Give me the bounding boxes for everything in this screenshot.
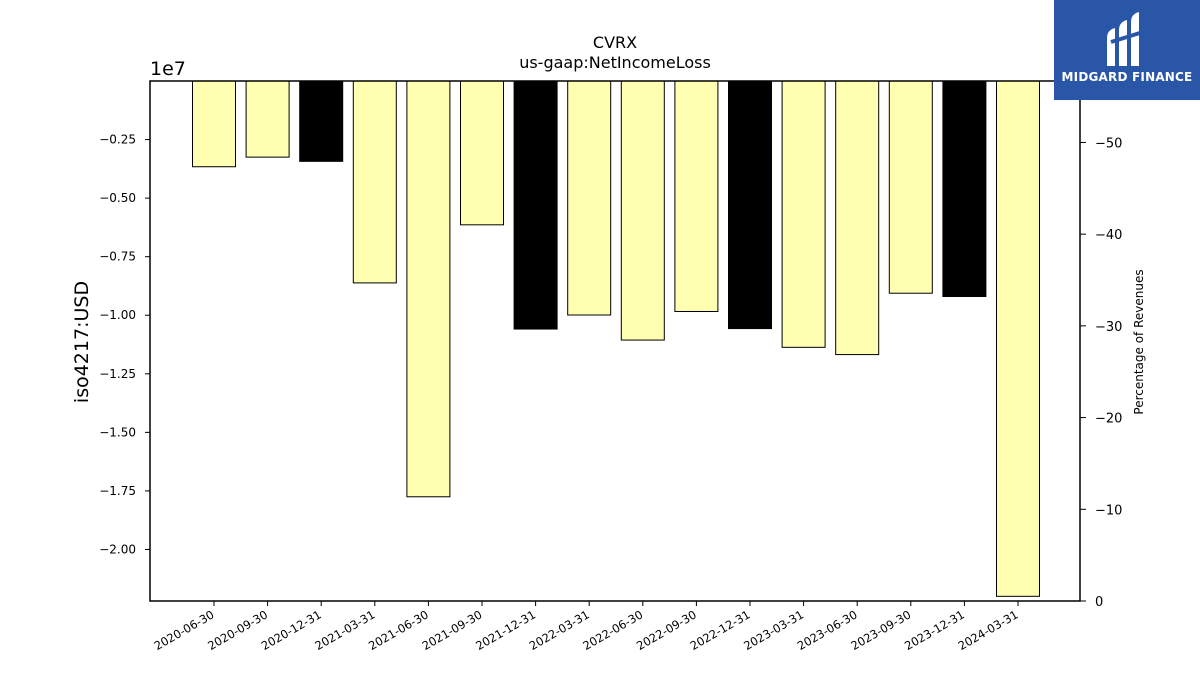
x-tick-label: 2023-03-31	[741, 607, 806, 653]
plot-frame	[149, 80, 1081, 602]
y-tick-label: −0.75	[99, 250, 136, 264]
x-tick-label: 2020-09-30	[205, 607, 270, 653]
bar-2022-09-30	[674, 80, 719, 312]
x-tick-label: 2020-12-31	[259, 607, 324, 653]
y-tick-label: −0.50	[99, 191, 136, 205]
x-tick-label: 2021-03-31	[312, 607, 377, 653]
bar-2023-12-31	[942, 80, 987, 297]
bar-2021-09-30	[460, 80, 504, 226]
x-tick-label: 2022-12-31	[688, 607, 753, 653]
y-tick-label: −1.75	[99, 484, 136, 498]
x-tick-label: 2024-03-31	[956, 607, 1021, 653]
bar-2020-09-30	[245, 80, 290, 158]
y2-tick-label: −50	[1095, 136, 1122, 151]
bar-2021-06-30	[406, 80, 451, 498]
bar-2023-03-31	[781, 80, 826, 348]
x-tick-label: 2022-03-31	[527, 607, 592, 653]
y2-tick-label: −40	[1095, 228, 1122, 243]
x-tick-label: 2023-06-30	[795, 607, 860, 653]
y2-tick-label: −20	[1095, 412, 1122, 427]
y2-tick-label: −10	[1095, 503, 1122, 518]
x-tick-label: 2023-09-30	[848, 607, 913, 653]
y-axis-label: iso4217:USD	[71, 281, 93, 403]
bar-2022-12-31	[728, 80, 772, 330]
x-tick-label: 2021-09-30	[420, 607, 485, 653]
bars-layer	[192, 80, 1040, 597]
y2-axis-label: Percentage of Revenues	[1132, 269, 1146, 414]
bar-2020-12-31	[299, 80, 344, 162]
x-tick-label: 2022-06-30	[580, 607, 645, 653]
y-tick-label: −1.25	[99, 367, 136, 381]
bar-2022-03-31	[567, 80, 612, 316]
bar-2023-09-30	[888, 80, 933, 294]
y-scale-label: 1e7	[150, 58, 186, 80]
x-tick-label: 2020-06-30	[152, 607, 217, 653]
y-tick-label: −0.25	[99, 133, 136, 147]
x-tick-label: 2021-12-31	[473, 607, 538, 653]
y2-tick-label: 0	[1095, 595, 1103, 610]
y-tick-label: −1.50	[99, 425, 136, 439]
bar-2021-03-31	[352, 80, 397, 284]
logo-text: MIDGARD FINANCE	[1061, 70, 1193, 84]
x-tick-label: 2023-12-31	[902, 607, 967, 653]
bar-2024-03-31	[996, 80, 1040, 597]
y-tick-label: −2.00	[99, 542, 136, 556]
chart-title: CVRX	[593, 33, 637, 52]
midgard-finance-logo: MIDGARD FINANCE	[1054, 0, 1200, 100]
y2-tick-label: −30	[1095, 320, 1122, 335]
bar-2021-12-31	[513, 80, 558, 330]
x-tick-label: 2022-09-30	[634, 607, 699, 653]
y-tick-label: −1.00	[99, 308, 136, 322]
x-tick-label: 2021-06-30	[366, 607, 431, 653]
bar-2022-06-30	[620, 80, 665, 341]
bar-2020-06-30	[192, 80, 236, 168]
chart-subtitle: us-gaap:NetIncomeLoss	[519, 53, 711, 72]
bar-2023-06-30	[835, 80, 880, 356]
midgard-logo-icon	[1107, 12, 1144, 66]
